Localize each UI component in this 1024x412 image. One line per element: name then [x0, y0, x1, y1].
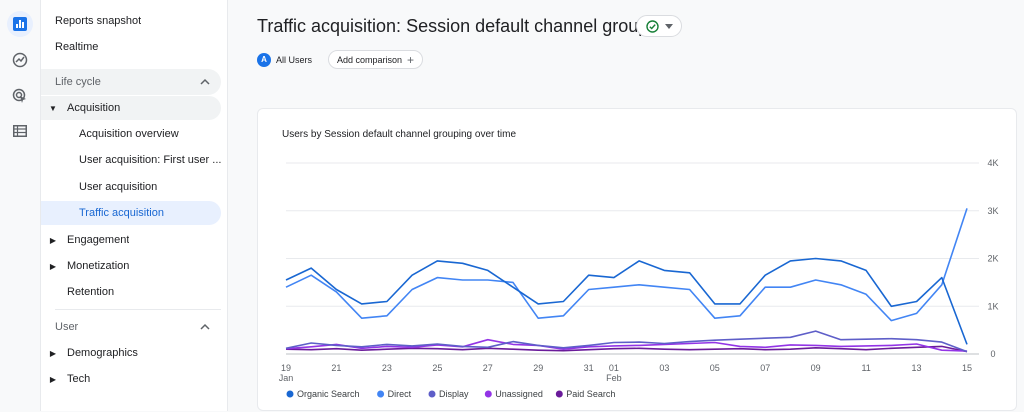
nav-user-acquisition[interactable]: User acquisition	[41, 175, 221, 199]
nav-engagement[interactable]: ▶ Engagement	[41, 228, 221, 252]
segment-avatar: A	[257, 52, 271, 67]
add-comparison-button[interactable]: Add comparison +	[328, 50, 424, 69]
explore-button[interactable]	[7, 47, 33, 73]
report-status-button[interactable]	[636, 15, 682, 37]
nav-acquisition[interactable]: ▼ Acquisition	[41, 96, 221, 120]
x-tick-label: 13	[912, 363, 922, 373]
caret-down-icon: ▼	[49, 103, 57, 113]
legend-label-direct: Direct	[388, 389, 412, 399]
series-line-unassigned	[285, 338, 968, 352]
legend-label-paid-search: Paid Search	[566, 389, 615, 399]
y-tick-label: 3K	[987, 206, 998, 216]
x-tick-sublabel: Feb	[606, 373, 622, 383]
x-tick-label: 25	[432, 363, 442, 373]
section-life-cycle[interactable]: Life cycle	[41, 69, 221, 95]
plus-icon: +	[407, 52, 415, 67]
explore-icon	[12, 52, 28, 68]
side-navigation: Reports snapshot Realtime Life cycle ▼ A…	[41, 0, 228, 411]
nav-traffic-acquisition[interactable]: Traffic acquisition	[41, 201, 221, 225]
nav-engagement-label: Engagement	[67, 234, 130, 246]
nav-retention-label: Retention	[67, 286, 115, 298]
x-tick-label: 07	[760, 363, 770, 373]
nav-demographics[interactable]: ▶ Demographics	[41, 341, 221, 365]
x-tick-label: 03	[659, 363, 669, 373]
nav-traffic-acquisition-label: Traffic acquisition	[79, 207, 164, 219]
section-user[interactable]: User	[41, 314, 221, 340]
nav-acquisition-overview-label: Acquisition overview	[79, 128, 179, 140]
legend-swatch-organic-search	[286, 390, 294, 398]
configure-button[interactable]	[7, 118, 33, 144]
legend-swatch-paid-search	[555, 390, 563, 398]
advertising-button[interactable]	[7, 83, 33, 109]
caret-right-icon: ▶	[49, 348, 57, 358]
y-tick-label: 4K	[987, 158, 998, 168]
x-tick-label: 15	[962, 363, 972, 373]
reports-icon	[13, 17, 27, 31]
all-users-chip[interactable]: A All Users	[257, 50, 318, 69]
section-life-cycle-label: Life cycle	[55, 76, 101, 88]
x-tick-label: 31	[584, 363, 594, 373]
configure-icon	[13, 125, 27, 137]
x-tick-label: 27	[483, 363, 493, 373]
legend-swatch-unassigned	[484, 390, 492, 398]
nav-demographics-label: Demographics	[67, 347, 138, 359]
nav-acquisition-label: Acquisition	[67, 102, 121, 114]
add-comparison-label: Add comparison	[337, 54, 403, 65]
x-tick-label: 23	[382, 363, 392, 373]
nav-monetization-label: Monetization	[67, 260, 130, 272]
x-tick-label: 19	[281, 363, 291, 373]
nav-divider	[55, 309, 221, 310]
nav-retention[interactable]: Retention	[41, 280, 221, 304]
nav-acquisition-overview[interactable]: Acquisition overview	[41, 122, 221, 146]
y-tick-label: 2K	[987, 254, 998, 264]
main-content: Traffic acquisition: Session default cha…	[229, 0, 1024, 411]
nav-reports-snapshot[interactable]: Reports snapshot	[55, 9, 235, 33]
chart-card: Users by Session default channel groupin…	[257, 108, 1017, 411]
legend-label-unassigned: Unassigned	[495, 389, 543, 399]
y-tick-label: 0	[990, 349, 995, 359]
caret-right-icon: ▶	[49, 235, 57, 245]
chevron-up-icon	[200, 78, 210, 85]
x-tick-label: 05	[710, 363, 720, 373]
nav-realtime[interactable]: Realtime	[55, 35, 235, 59]
nav-tech[interactable]: ▶ Tech	[41, 367, 221, 391]
x-tick-label: 29	[533, 363, 543, 373]
series-line-organic-search	[285, 257, 968, 345]
y-tick-label: 1K	[987, 301, 998, 311]
x-tick-label: 11	[861, 363, 870, 373]
caret-right-icon: ▶	[49, 374, 57, 384]
caret-right-icon: ▶	[49, 261, 57, 271]
nav-tech-label: Tech	[67, 373, 91, 385]
legend-swatch-display	[428, 390, 436, 398]
nav-reports-snapshot-label: Reports snapshot	[55, 15, 142, 27]
series-line-paid-search	[285, 345, 968, 353]
advertising-icon	[12, 88, 26, 103]
chart-title: Users by Session default channel groupin…	[282, 129, 517, 140]
legend-label-organic-search: Organic Search	[297, 389, 360, 399]
x-tick-sublabel: Jan	[279, 373, 294, 383]
nav-user-acquisition-label: User acquisition	[79, 181, 158, 193]
section-user-label: User	[55, 321, 79, 333]
nav-monetization[interactable]: ▶ Monetization	[41, 254, 221, 278]
x-tick-label: 01	[609, 363, 619, 373]
x-tick-label: 21	[331, 363, 341, 373]
x-tick-label: 09	[811, 363, 821, 373]
nav-user-acquisition-first-label: User acquisition: First user ...	[79, 154, 221, 166]
legend-label-display: Display	[439, 389, 469, 399]
nav-rail	[0, 0, 41, 411]
chevron-up-icon	[200, 323, 210, 330]
legend-swatch-direct	[377, 390, 385, 398]
check-circle-icon	[645, 19, 659, 33]
all-users-label: All Users	[276, 54, 313, 65]
nav-user-acquisition-first[interactable]: User acquisition: First user ...	[41, 148, 221, 172]
dropdown-arrow-icon	[664, 23, 673, 29]
nav-realtime-label: Realtime	[55, 41, 99, 53]
series-line-display	[285, 330, 968, 353]
series-line-direct	[285, 208, 968, 322]
reports-button[interactable]	[7, 11, 33, 37]
page-title: Traffic acquisition: Session default cha…	[257, 16, 673, 36]
